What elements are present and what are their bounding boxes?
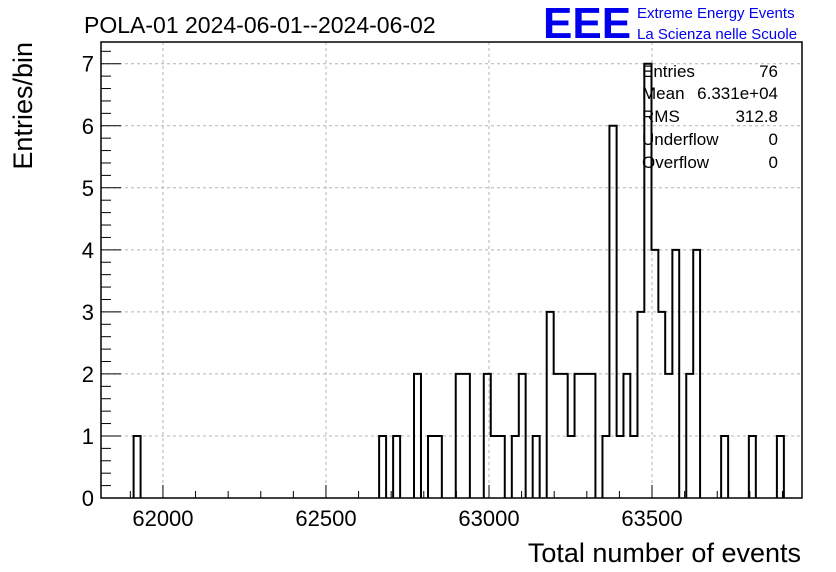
y-tick-label: 3 bbox=[82, 300, 94, 325]
histogram-bin bbox=[428, 436, 435, 498]
y-axis-ticks: 0 1 2 3 4 5 6 7 bbox=[82, 50, 121, 511]
x-tick-label: 63000 bbox=[458, 506, 519, 531]
histogram-bin bbox=[134, 436, 141, 498]
histogram-bin bbox=[491, 436, 498, 498]
histogram-bin bbox=[547, 312, 554, 498]
stats-overflow-value: 0 bbox=[769, 153, 778, 172]
eee-logo-line2: La Scienza nelle Scuole bbox=[637, 26, 797, 43]
histogram-bin bbox=[498, 436, 505, 498]
histogram-outline bbox=[531, 434, 541, 498]
stats-underflow-value: 0 bbox=[769, 130, 778, 149]
stats-overflow-label: Overflow bbox=[642, 153, 710, 172]
stats-rms-label: RMS bbox=[642, 107, 680, 126]
histogram-outline bbox=[747, 434, 757, 498]
histogram-bin bbox=[630, 436, 637, 498]
stats-mean-value: 6.331e+04 bbox=[697, 84, 778, 103]
chart-title: POLA-01 2024-06-01--2024-06-02 bbox=[84, 12, 436, 38]
histogram-bin bbox=[616, 436, 623, 498]
histogram-outline bbox=[454, 372, 471, 498]
x-axis-ticks: 62000 62500 63000 63500 bbox=[129, 485, 783, 531]
histogram-bin bbox=[658, 312, 665, 498]
stats-mean-label: Mean bbox=[642, 84, 685, 103]
histogram-bin bbox=[568, 436, 575, 498]
histogram-outline bbox=[601, 62, 681, 498]
stats-underflow-label: Underflow bbox=[642, 130, 719, 149]
grid-lines bbox=[101, 42, 802, 498]
histogram-outline bbox=[392, 434, 402, 498]
y-tick-label: 0 bbox=[82, 486, 94, 511]
y-tick-label: 4 bbox=[82, 238, 94, 263]
eee-logo: EEE Extreme Energy Events La Scienza nel… bbox=[543, 0, 797, 48]
x-tick-label: 63500 bbox=[621, 506, 682, 531]
stats-rms-value: 312.8 bbox=[735, 107, 778, 126]
histogram-bin bbox=[435, 436, 442, 498]
histogram-outline bbox=[775, 434, 785, 498]
x-tick-label: 62000 bbox=[132, 506, 193, 531]
plot-frame bbox=[100, 41, 803, 499]
histogram-outline bbox=[427, 434, 443, 498]
y-axis-title: Entries/bin bbox=[8, 42, 38, 170]
eee-logo-letters: EEE bbox=[543, 0, 631, 48]
y-tick-label: 6 bbox=[82, 114, 94, 139]
histogram-outline bbox=[132, 434, 142, 498]
histogram-outline bbox=[413, 372, 422, 498]
histogram-bars bbox=[132, 62, 785, 498]
x-tick-label: 62500 bbox=[295, 506, 356, 531]
stats-entries-value: 76 bbox=[759, 62, 778, 81]
y-tick-label: 7 bbox=[82, 52, 94, 77]
histogram-bin bbox=[749, 436, 756, 498]
histogram-outline bbox=[378, 434, 388, 498]
histogram-bin bbox=[777, 436, 784, 498]
y-tick-label: 5 bbox=[82, 176, 94, 201]
eee-logo-line1: Extreme Energy Events bbox=[637, 5, 795, 22]
histogram-bin bbox=[512, 436, 519, 498]
histogram-outline bbox=[482, 372, 506, 498]
histogram-outline bbox=[720, 434, 730, 498]
x-axis-title: Total number of events bbox=[528, 538, 801, 568]
histogram-bin bbox=[393, 436, 400, 498]
histogram-bin bbox=[602, 436, 609, 498]
stats-box: Entries 76 Mean 6.331e+04 RMS 312.8 Unde… bbox=[642, 62, 778, 172]
histogram-bin bbox=[533, 436, 540, 498]
stats-entries-label: Entries bbox=[642, 62, 695, 81]
y-tick-label: 1 bbox=[82, 424, 94, 449]
histogram-outline bbox=[685, 248, 702, 498]
histogram-bin bbox=[379, 436, 386, 498]
histogram-outline bbox=[510, 372, 527, 498]
histogram-outline bbox=[545, 310, 597, 498]
y-tick-label: 2 bbox=[82, 362, 94, 387]
histogram-bin bbox=[645, 64, 652, 498]
histogram-bin bbox=[721, 436, 728, 498]
